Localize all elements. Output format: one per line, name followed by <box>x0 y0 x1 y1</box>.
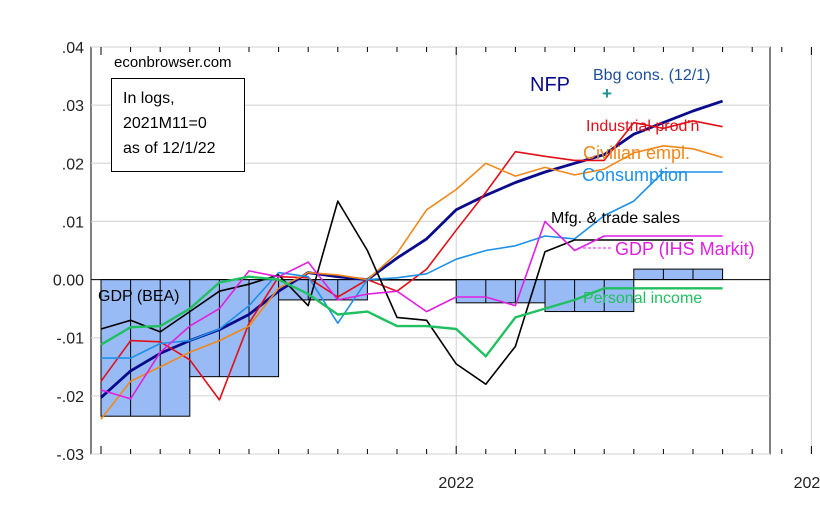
info-line-2: 2021M11=0 <box>123 115 207 132</box>
gdp-bea-bar <box>633 268 724 281</box>
label-civilian-empl: Civilian empl. <box>583 143 690 163</box>
watermark: econbrowser.com <box>114 54 232 71</box>
series-labels: NFP Bbg cons. (12/1) Industrial prod'n C… <box>98 54 755 307</box>
y-tick-label: -.02 <box>56 389 84 406</box>
bbg-cons-marker: + <box>602 84 612 103</box>
info-line-3: as of 12/1/22 <box>123 140 216 157</box>
label-nfp: NFP <box>530 74 570 96</box>
x-tick-label: 2023 <box>794 475 820 492</box>
y-tick-label: .01 <box>62 214 84 231</box>
series-line-personal-income <box>100 275 723 358</box>
series-line-consumption <box>101 171 723 359</box>
y-tick-label: .02 <box>62 156 84 173</box>
x-tick-label: 2022 <box>438 475 474 492</box>
info-line-1: In logs, <box>123 90 175 107</box>
gdp-bea-bar <box>455 279 546 304</box>
info-box: In logs, 2021M11=0 as of 12/1/22 <box>111 78 245 172</box>
axis-ticks: .04 .03 .02 .01 0.00 -.01 -.02 -.03 2022 2023 <box>53 40 820 492</box>
y-tick-label: .03 <box>62 98 84 115</box>
series-line-industrial-prod-n <box>100 120 723 401</box>
y-tick-label: -.03 <box>56 447 84 464</box>
label-mfg-trade-sales: Mfg. & trade sales <box>551 210 680 227</box>
gdp-bea-bars <box>100 268 724 417</box>
label-personal-income: Personal income <box>583 290 702 307</box>
y-tick-label: 0.00 <box>53 273 84 290</box>
series-lines <box>100 99 724 420</box>
label-bbg-cons: Bbg cons. (12/1) <box>593 67 710 84</box>
y-tick-label: -.01 <box>56 331 84 348</box>
label-industrial-prodn: Industrial prod'n <box>586 118 699 135</box>
label-gdp-ihs-markit: GDP (IHS Markit) <box>615 239 755 259</box>
y-tick-label: .04 <box>62 40 84 57</box>
label-gdp-bea: GDP (BEA) <box>98 288 180 305</box>
series-line-civilian-empl <box>100 145 723 420</box>
label-consumption: Consumption <box>582 165 688 185</box>
series-line-gdp-ihs-markit <box>100 220 723 400</box>
